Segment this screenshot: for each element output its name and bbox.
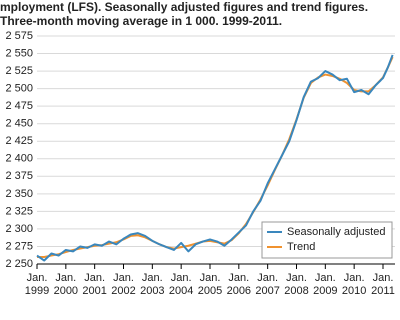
x-tick-label: 2000 — [54, 285, 78, 297]
x-tick-label: Jan. — [286, 272, 307, 284]
y-tick-label: 2 350 — [5, 188, 33, 200]
y-tick-label: 2 275 — [5, 240, 33, 252]
x-tick-label: 2005 — [198, 285, 222, 297]
legend-label: Seasonally adjusted — [287, 226, 385, 238]
x-tick-label: 2002 — [111, 285, 135, 297]
y-tick-label: 2 550 — [5, 47, 33, 59]
line-series — [36, 54, 394, 262]
y-tick-label: 2 400 — [5, 153, 33, 165]
x-tick-label: Jan. — [113, 272, 134, 284]
x-tick-label: Jan. — [142, 272, 163, 284]
x-tick-label: Jan. — [27, 272, 48, 284]
x-tick-label: Jan. — [200, 272, 221, 284]
x-tick-label: Jan. — [315, 272, 336, 284]
x-tick-label: 2009 — [313, 285, 337, 297]
y-tick-label: 2 300 — [5, 223, 33, 235]
y-tick-label: 2 500 — [5, 83, 33, 95]
y-tick-label: 2 575 — [5, 30, 33, 42]
y-tick-label: 2 475 — [5, 100, 33, 112]
x-tick-label: 2010 — [342, 285, 366, 297]
x-tick-label: 2001 — [82, 285, 106, 297]
x-tick-label: Jan. — [228, 272, 249, 284]
x-tick-label: 2008 — [284, 285, 308, 297]
legend-label: Trend — [287, 241, 315, 253]
y-tick-label: 2 425 — [5, 135, 33, 147]
legend-box — [261, 221, 393, 259]
y-tick-label: 2 525 — [5, 65, 33, 77]
x-tick-label: 2007 — [255, 285, 279, 297]
y-tick-label: 2 325 — [5, 205, 33, 217]
x-tick-label: Jan. — [171, 272, 192, 284]
y-tick-label: 2 450 — [5, 118, 33, 130]
x-tick-label: 1999 — [25, 285, 49, 297]
x-tick-label: Jan. — [55, 272, 76, 284]
x-tick-label: Jan. — [373, 272, 394, 284]
x-tick-label: Jan. — [344, 272, 365, 284]
chart-title: mployment (LFS). Seasonally adjusted fig… — [0, 0, 368, 14]
y-tick-label: 2 375 — [5, 170, 33, 182]
x-tick-label: 2006 — [227, 285, 251, 297]
x-tick-label: Jan. — [84, 272, 105, 284]
x-tick-label: 2004 — [169, 285, 193, 297]
x-tick-label: 2011 — [371, 285, 395, 297]
y-tick-label: 2 250 — [5, 258, 33, 270]
x-tick-label: Jan. — [257, 272, 278, 284]
x-tick-label: 2003 — [140, 285, 164, 297]
chart-subtitle: Three-month moving average in 1 000. 199… — [0, 14, 282, 28]
